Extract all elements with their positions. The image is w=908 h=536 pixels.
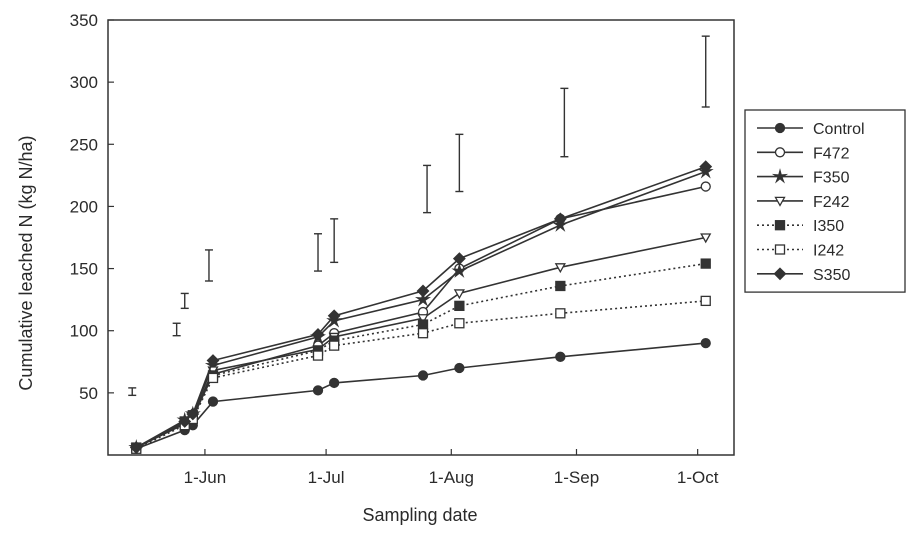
legend-label: F350 [813,170,850,187]
legend-marker [774,220,786,231]
data-point-s350 [178,415,192,428]
legend-item-f472: F472 [757,145,850,162]
legend-label: I350 [813,218,844,235]
data-point-s350 [416,284,430,298]
series-line-s350 [135,165,706,449]
data-point-s350 [553,212,567,226]
data-point-s350 [311,328,325,341]
data-point-f350 [414,291,432,307]
legend-label: F242 [813,194,850,211]
data-point-i350 [555,280,566,292]
y-tick-label: 200 [70,197,98,216]
data-point-control [700,337,711,349]
series-line-i242 [135,300,706,450]
legend-marker [774,147,786,158]
legend-marker [771,168,789,184]
data-point-i242 [454,318,465,329]
error-bar [204,249,213,282]
y-tick-label: 250 [70,135,98,154]
y-tick-label: 300 [70,73,98,92]
legend-item-control: Control [757,121,865,138]
data-point-control [555,351,566,362]
data-point-i242 [555,308,566,319]
y-tick-label: 150 [70,260,98,279]
legend-marker [774,122,786,134]
legend-item-i242: I242 [757,243,844,260]
data-point-s350 [206,354,220,367]
legend-marker [774,244,786,255]
data-point-control [329,377,340,389]
x-tick-label: 1-Oct [677,468,719,487]
data-point-i242 [700,295,711,307]
error-bars [128,35,710,397]
legend-label: I242 [813,243,844,260]
data-point-control [207,396,219,407]
x-axis-title: Sampling date [362,505,477,525]
legend-marker [774,196,786,207]
data-point-s350 [186,407,200,421]
legend-marker [773,267,787,281]
x-tick-label: 1-Aug [429,468,474,487]
data-point-f350 [451,262,468,278]
y-tick-label: 100 [70,322,98,341]
data-point-control [417,370,429,381]
plot-area-border [107,19,735,456]
error-bar [423,164,432,214]
data-point-i350 [454,300,465,312]
data-point-i242 [417,328,429,339]
error-bar [128,387,137,397]
error-bar [172,322,181,337]
y-axis-title: Cumulative leached N (kg N/ha) [16,135,36,390]
series-s350 [129,160,713,454]
series-line-f242 [135,236,706,449]
series-control [131,337,711,454]
error-bar [314,233,323,272]
data-point-f242 [554,263,566,274]
error-bar [180,292,189,310]
legend-label: S350 [813,267,850,284]
axis-layer: 50 100 150 200 250 300 350 1-Jun 1-Jul 1-Aug 1-Sep… [70,11,719,487]
x-tick-label: 1-Jul [308,468,345,487]
x-tick-label: 1-Sep [554,468,599,487]
data-point-i350 [700,258,711,269]
legend-label: Control [813,121,865,138]
data-point-s350 [452,252,466,266]
data-point-i242 [312,350,324,361]
error-bar [701,35,710,108]
data-point-f242 [453,289,465,300]
data-point-i242 [207,372,219,384]
legend: Control F472 F350 F242 I350 I242 S350 [744,109,906,293]
series-f242 [130,233,712,454]
legend-label: F472 [813,145,850,162]
x-tick-label: 1-Jun [184,468,227,487]
y-tick-label: 50 [79,384,98,403]
series-layer [128,160,714,455]
data-point-control [312,385,324,396]
data-point-s350 [327,309,341,323]
legend-item-s350: S350 [757,267,850,284]
data-point-f242 [417,314,429,325]
error-bar [455,133,464,193]
data-point-s350 [129,441,143,454]
data-point-i350 [417,319,429,330]
data-point-i242 [329,340,340,351]
data-point-f472 [700,181,711,192]
data-point-s350 [699,160,713,174]
error-bar [330,218,339,264]
legend-item-f350: F350 [757,168,850,187]
legend-item-i350: I350 [757,218,844,235]
legend-item-f242: F242 [757,194,850,211]
plot-frame [107,19,735,456]
error-bar [560,87,569,158]
data-point-f242 [700,233,712,244]
y-tick-label: 350 [70,11,98,30]
data-point-control [454,362,465,374]
